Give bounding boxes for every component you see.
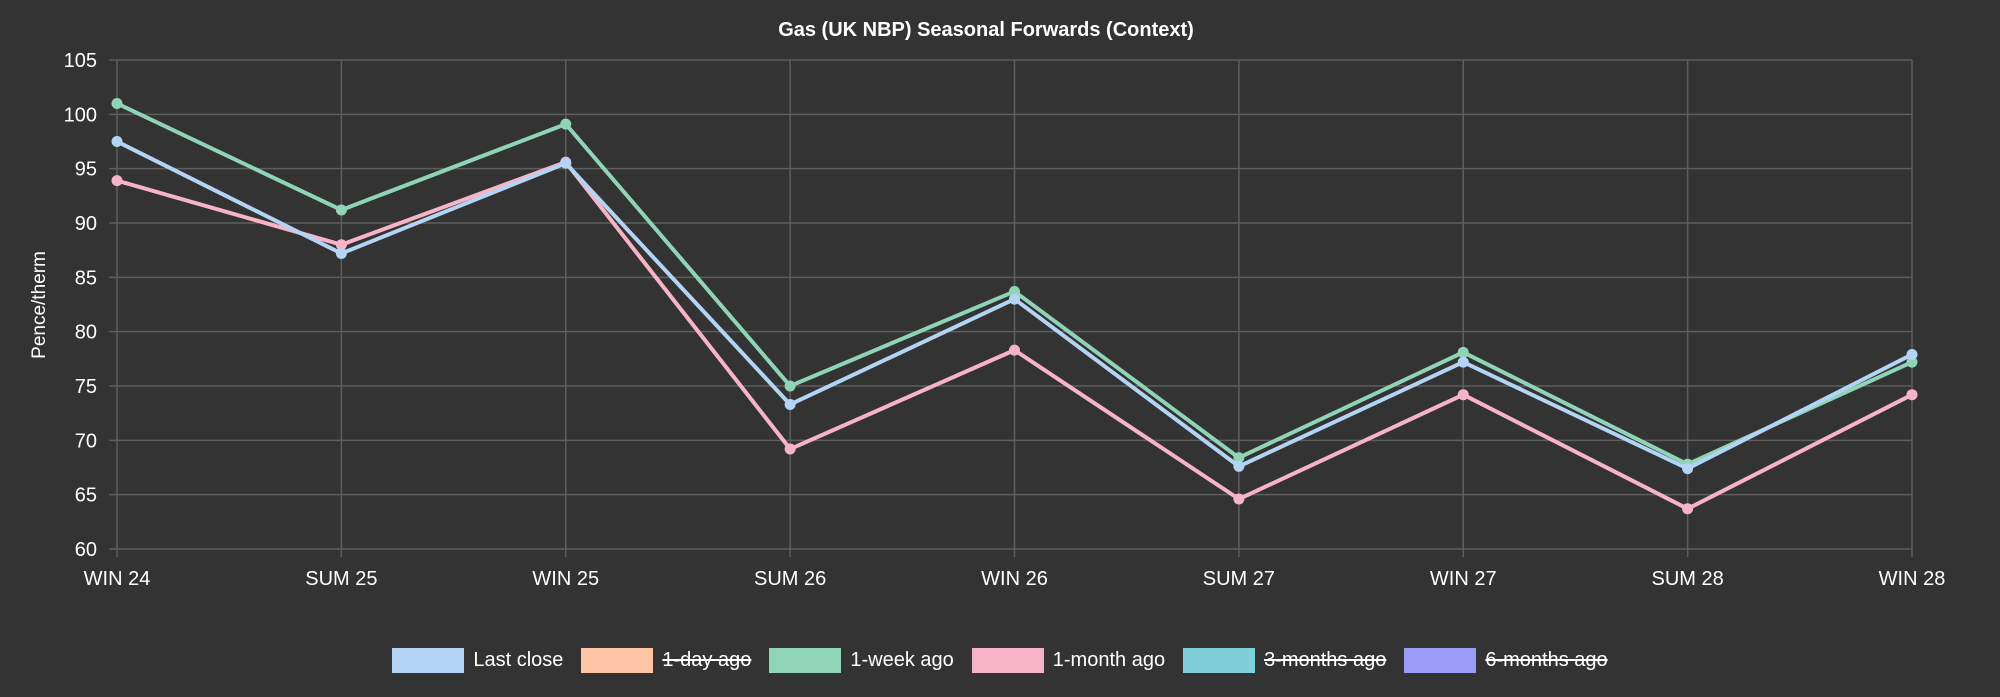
legend-label: 6-months ago [1485, 649, 1608, 671]
data-point[interactable] [1009, 344, 1020, 356]
x-tick-label: SUM 25 [305, 568, 377, 590]
legend-swatch [1404, 648, 1477, 673]
data-point[interactable] [1457, 356, 1469, 368]
x-tick-label: WIN 26 [981, 568, 1048, 590]
data-point[interactable] [1233, 452, 1245, 464]
data-point[interactable] [560, 157, 572, 169]
legend-label: 1-day ago [662, 649, 752, 671]
data-point[interactable] [111, 175, 123, 187]
data-point[interactable] [1009, 293, 1020, 305]
x-tick-label: WIN 27 [1430, 568, 1497, 590]
legend-label: Last close [473, 649, 564, 671]
data-point[interactable] [784, 443, 796, 455]
legend-item[interactable]: 3-months ago [1183, 648, 1386, 673]
data-point[interactable] [335, 239, 347, 251]
data-point[interactable] [560, 118, 572, 130]
x-tick-label: SUM 26 [754, 568, 826, 590]
legend-item[interactable]: 1-month ago [971, 648, 1166, 673]
y-tick-label: 70 [75, 430, 97, 452]
y-tick-label: 75 [75, 376, 97, 398]
legend: Last close 1-day ago 1-week ago 1-month ago… [0, 648, 2000, 673]
data-point[interactable] [111, 136, 123, 147]
data-point[interactable] [1906, 389, 1918, 401]
legend-item[interactable]: 1-week ago [769, 648, 954, 673]
y-tick-label: 60 [75, 539, 97, 561]
data-point[interactable] [1457, 346, 1469, 358]
legend-label: 1-week ago [850, 649, 954, 671]
legend-label: 3-months ago [1264, 649, 1387, 671]
y-tick-label: 105 [64, 50, 97, 72]
x-tick-label: SUM 27 [1203, 568, 1275, 590]
data-point[interactable] [335, 247, 347, 259]
axis-ticks: 60 65 70 75 80 85 90 95 100 105 WIN 24 SUM 25 WIN 25… [64, 50, 1946, 590]
data-point[interactable] [1906, 348, 1918, 360]
x-tick-label: SUM 28 [1652, 568, 1724, 590]
y-axis-label: Pence/therm [29, 251, 50, 359]
y-tick-label: 80 [75, 322, 97, 344]
legend-swatch [581, 648, 654, 673]
data-point[interactable] [1457, 389, 1469, 401]
y-tick-label: 95 [75, 159, 97, 181]
series-1-week-ago [111, 97, 1918, 470]
legend-label: 1-month ago [1052, 649, 1166, 671]
y-tick-label: 90 [75, 213, 97, 235]
data-point[interactable] [1233, 493, 1245, 505]
x-tick-label: WIN 28 [1879, 568, 1946, 590]
series-last-close [111, 136, 1918, 475]
legend-item[interactable]: Last close [392, 648, 563, 673]
legend-swatch [392, 648, 465, 673]
legend-swatch [769, 648, 842, 673]
data-point[interactable] [784, 398, 796, 410]
data-point[interactable] [1682, 503, 1694, 515]
data-point[interactable] [1682, 463, 1694, 475]
x-tick-label: WIN 24 [84, 568, 151, 590]
y-tick-label: 85 [75, 267, 97, 289]
legend-item[interactable]: 1-day ago [581, 648, 751, 673]
chart-title: Gas (UK NBP) Seasonal Forwards (Context) [778, 19, 1194, 41]
x-tick-label: WIN 25 [532, 568, 599, 590]
series-lines [111, 97, 1918, 515]
y-tick-label: 65 [75, 485, 97, 507]
y-tick-label: 100 [64, 104, 97, 126]
data-point[interactable] [1233, 460, 1245, 472]
legend-item[interactable]: 6-months ago [1404, 648, 1608, 673]
data-point[interactable] [111, 97, 123, 109]
grid [109, 59, 1913, 557]
data-point[interactable] [1906, 356, 1918, 368]
legend-swatch [971, 648, 1044, 673]
legend-swatch [1183, 648, 1256, 673]
data-point[interactable] [784, 380, 796, 392]
data-point[interactable] [335, 204, 347, 216]
data-point[interactable] [1009, 285, 1020, 297]
